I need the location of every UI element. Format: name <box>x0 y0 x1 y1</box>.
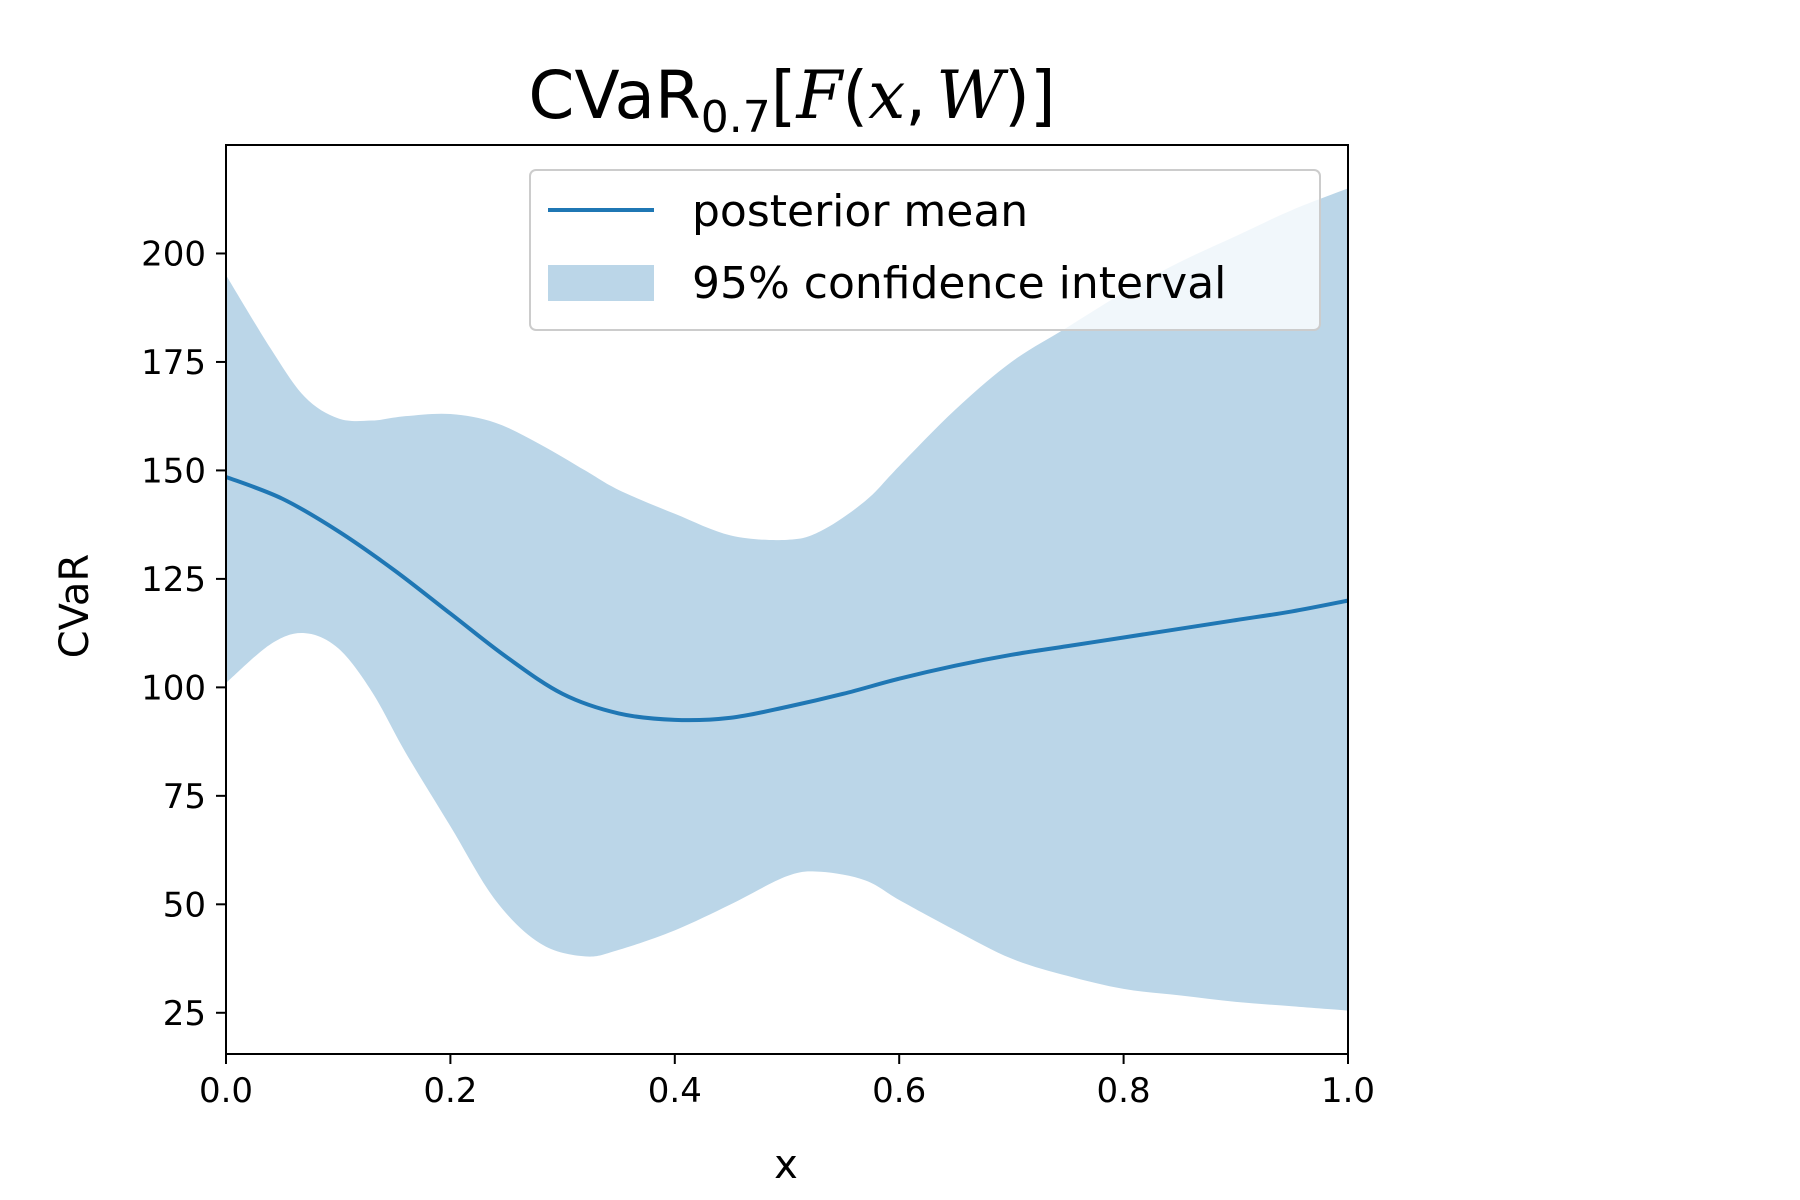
title-comma: , <box>905 57 926 134</box>
x-tick-label: 0.8 <box>1097 1071 1151 1111</box>
title-subscript: 0.7 <box>701 92 771 143</box>
plot-content <box>226 188 1348 1011</box>
plot-area <box>226 188 1348 1011</box>
title-w: W <box>936 57 1009 134</box>
title-rparen: ) <box>1004 57 1030 134</box>
title-open-bracket: [ <box>771 57 797 134</box>
chart-title: CVaR0.7[F(x, W)] <box>528 57 1055 143</box>
y-tick-label: 100 <box>141 668 206 708</box>
title-f: F <box>796 57 845 134</box>
title-close-bracket: ] <box>1030 57 1056 134</box>
title-x: x <box>868 57 905 134</box>
x-tick-label: 0.4 <box>648 1071 702 1111</box>
legend-frame <box>529 169 1321 331</box>
y-tick-label: 150 <box>141 451 206 491</box>
axes: 0.0 0.2 0.4 0.6 0.8 1.0 25 50 75 100 125 150 175 200 <box>141 144 1375 1111</box>
y-tick-label: 75 <box>163 777 206 817</box>
legend-band-swatch <box>548 265 654 301</box>
x-tick-label: 0.2 <box>423 1071 477 1111</box>
series-line-posterior-mean <box>226 475 1348 723</box>
title-prefix: CVaR <box>528 57 700 134</box>
x-axis-label: x <box>774 1142 798 1188</box>
legend-label-posterior-mean: posterior mean <box>692 186 1028 237</box>
y-tick-label: 125 <box>141 560 206 600</box>
confidence-band <box>226 188 1348 1011</box>
y-tick-label: 175 <box>141 343 206 383</box>
y-axis-label: CVaR <box>52 554 98 659</box>
y-tick-label: 200 <box>141 234 206 274</box>
legend-label-confidence-interval: 95% confidence interval <box>692 258 1226 309</box>
title-lparen: ( <box>842 57 868 134</box>
x-tick-label: 0.0 <box>199 1071 253 1111</box>
y-tick-label: 50 <box>163 885 206 925</box>
x-tick-label: 1.0 <box>1321 1071 1375 1111</box>
axes-frame <box>225 144 1349 1055</box>
y-tick-label: 25 <box>163 994 206 1034</box>
x-tick-label: 0.6 <box>872 1071 926 1111</box>
legend: posterior mean 95% confidence interval <box>529 169 1321 331</box>
